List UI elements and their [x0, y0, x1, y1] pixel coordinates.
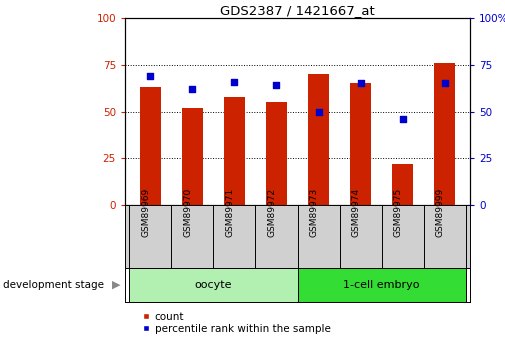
Text: oocyte: oocyte [194, 280, 232, 290]
Point [272, 82, 280, 88]
Bar [182, 108, 203, 205]
Bar [350, 83, 371, 205]
Legend: count, percentile rank within the sample: count, percentile rank within the sample [140, 310, 333, 336]
Point [441, 81, 449, 86]
Bar [392, 164, 413, 205]
Point [315, 109, 323, 114]
Point [357, 81, 365, 86]
Bar [266, 102, 287, 205]
Text: GSM89999: GSM89999 [436, 188, 445, 237]
Text: GSM89974: GSM89974 [351, 188, 361, 237]
Text: GSM89969: GSM89969 [141, 188, 150, 237]
Text: GSM89975: GSM89975 [394, 188, 402, 237]
Text: ▶: ▶ [113, 280, 121, 290]
Text: development stage: development stage [3, 280, 104, 290]
Title: GDS2387 / 1421667_at: GDS2387 / 1421667_at [220, 4, 375, 17]
Bar [140, 87, 161, 205]
Bar [297, 268, 466, 302]
Text: GSM89970: GSM89970 [183, 188, 192, 237]
Text: GSM89972: GSM89972 [268, 188, 276, 237]
Point [146, 73, 155, 79]
Text: GSM89973: GSM89973 [310, 188, 319, 237]
Bar [129, 268, 297, 302]
Text: GSM89971: GSM89971 [225, 188, 234, 237]
Bar [434, 63, 456, 205]
Bar [224, 97, 245, 205]
Point [398, 116, 407, 122]
Point [230, 79, 238, 84]
Bar [308, 74, 329, 205]
Point [188, 86, 196, 92]
Text: 1-cell embryo: 1-cell embryo [343, 280, 420, 290]
